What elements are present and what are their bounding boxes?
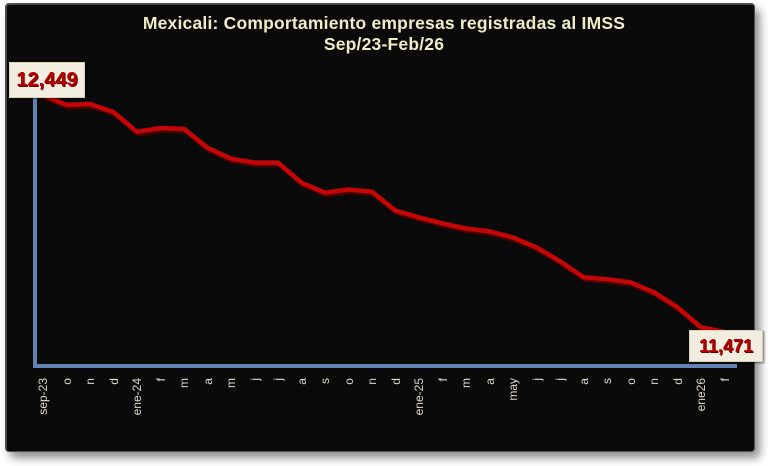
x-tick-label: j bbox=[553, 378, 567, 381]
x-tick-label: a bbox=[200, 378, 215, 385]
start-value-callout: 12,449 bbox=[9, 62, 85, 98]
x-tick-label: n bbox=[647, 378, 661, 385]
x-tick-label: a bbox=[294, 378, 309, 385]
chart-title: Mexicali: Comportamiento empresas regist… bbox=[142, 13, 626, 33]
x-tick-label: f bbox=[153, 378, 168, 382]
chart-subtitle: Sep/23-Feb/26 bbox=[323, 34, 445, 55]
x-tick-label: may bbox=[506, 378, 520, 401]
x-tick-label: j bbox=[247, 378, 262, 381]
x-tick-label: d bbox=[670, 378, 685, 385]
x-tick-label: a bbox=[576, 378, 591, 385]
x-tick-label: s bbox=[318, 378, 332, 384]
x-tick-label: m bbox=[177, 378, 191, 388]
x-tick-label: o bbox=[341, 378, 356, 385]
x-tick-label: ene-24 bbox=[130, 378, 144, 416]
x-tick-label: d bbox=[106, 378, 121, 385]
x-tick-label: ene-25 bbox=[412, 378, 426, 416]
x-tick-label: d bbox=[388, 378, 403, 385]
x-tick-label: n bbox=[83, 378, 97, 385]
x-tick-label: j bbox=[529, 378, 544, 381]
x-tick-label: n bbox=[365, 378, 379, 385]
x-tick-label: m bbox=[224, 378, 238, 388]
x-tick-label: a bbox=[482, 378, 497, 385]
chart-title-block: Mexicali: Comportamiento empresas regist… bbox=[30, 13, 738, 56]
x-tick-label: m bbox=[459, 378, 473, 388]
x-tick-label: o bbox=[59, 378, 74, 385]
x-tick-label: f bbox=[435, 378, 450, 382]
x-tick-label: ene26 bbox=[694, 378, 708, 412]
x-tick-label: sep-23 bbox=[36, 378, 50, 415]
end-value-callout: 11,471 bbox=[689, 330, 763, 362]
x-tick-label: s bbox=[600, 378, 614, 384]
x-tick-label: o bbox=[623, 378, 638, 385]
x-tick-label: f bbox=[717, 378, 732, 382]
x-tick-label: j bbox=[271, 378, 285, 381]
